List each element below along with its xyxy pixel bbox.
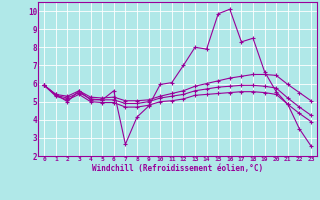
X-axis label: Windchill (Refroidissement éolien,°C): Windchill (Refroidissement éolien,°C)	[92, 164, 263, 173]
